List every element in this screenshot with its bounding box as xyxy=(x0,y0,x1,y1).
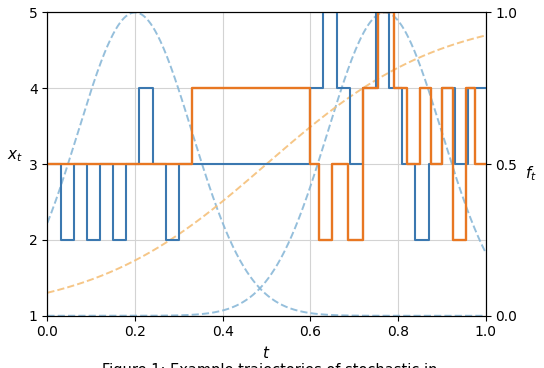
Y-axis label: $x_t$: $x_t$ xyxy=(7,148,23,164)
X-axis label: $t$: $t$ xyxy=(262,345,271,361)
Y-axis label: $f_t$: $f_t$ xyxy=(525,164,537,183)
Text: Figure 1: Example trajectories of stochastic in-: Figure 1: Example trajectories of stocha… xyxy=(102,363,442,368)
